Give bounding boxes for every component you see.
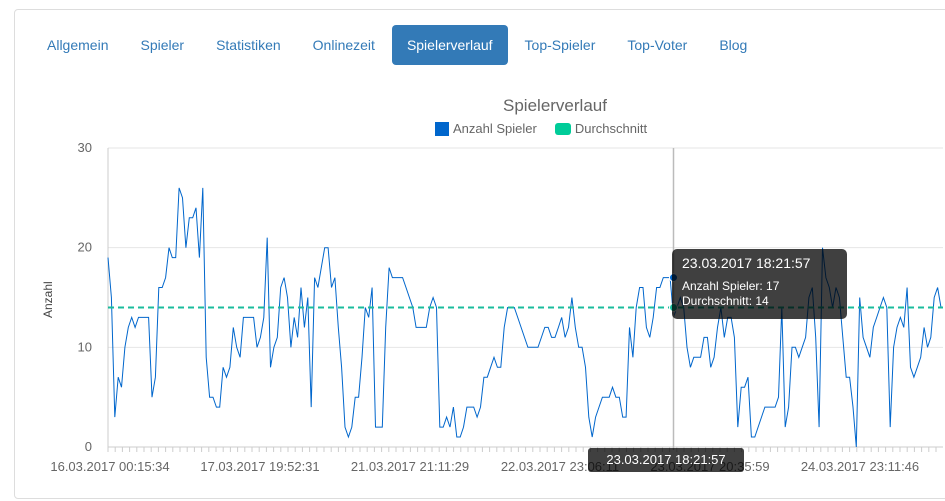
tab-spielerverlauf[interactable]: Spielerverlauf: [391, 25, 508, 65]
legend-label: Anzahl Spieler: [453, 121, 537, 136]
tab-spieler[interactable]: Spieler: [140, 37, 185, 53]
tooltip-title: 23.03.2017 18:21:57: [682, 255, 811, 271]
legend-swatch-icon: [435, 121, 449, 136]
crosshair-x-label: 23.03.2017 18:21:57: [588, 448, 744, 472]
chart-tooltip: 23.03.2017 18:21:57 Anzahl Spieler: 17 D…: [672, 249, 847, 319]
tab-blog[interactable]: Blog: [719, 37, 748, 53]
nav-tabs: Allgemein Spieler Statistiken Onlinezeit…: [32, 25, 764, 65]
legend-item-anzahl-spieler[interactable]: Anzahl Spieler: [435, 121, 537, 136]
legend-item-durchschnitt[interactable]: Durchschnitt: [554, 121, 648, 136]
y-tick-label: 0: [85, 439, 92, 454]
chart-title: Spielerverlauf: [503, 96, 607, 115]
legend-label: Durchschnitt: [574, 121, 648, 136]
tab-statistiken[interactable]: Statistiken: [216, 37, 281, 53]
tab-top-spieler[interactable]: Top-Spieler: [524, 37, 596, 53]
tab-allgemein[interactable]: Allgemein: [47, 37, 109, 53]
y-tick-label: 20: [78, 240, 92, 255]
y-tick-label: 30: [78, 140, 92, 155]
x-tick-label: 16.03.2017 00:15:34: [50, 459, 169, 474]
legend-swatch-icon: [554, 122, 571, 135]
tooltip-row-players: Anzahl Spieler: 17: [682, 279, 780, 293]
tab-onlinezeit[interactable]: Onlinezeit: [312, 37, 375, 53]
x-tick-label: 17.03.2017 19:52:31: [200, 459, 319, 474]
tab-top-voter[interactable]: Top-Voter: [627, 37, 688, 53]
x-tick-label: 24.03.2017 23:11:46: [801, 459, 919, 474]
series-line-anzahl-spieler: [107, 187, 942, 448]
y-tick-label: 10: [78, 339, 92, 354]
chart-legend: Anzahl Spieler Durchschnitt: [435, 121, 665, 136]
tooltip-row-average: Durchschnitt: 14: [682, 294, 769, 308]
x-tick-label: 21.03.2017 21:11:29: [351, 459, 469, 474]
